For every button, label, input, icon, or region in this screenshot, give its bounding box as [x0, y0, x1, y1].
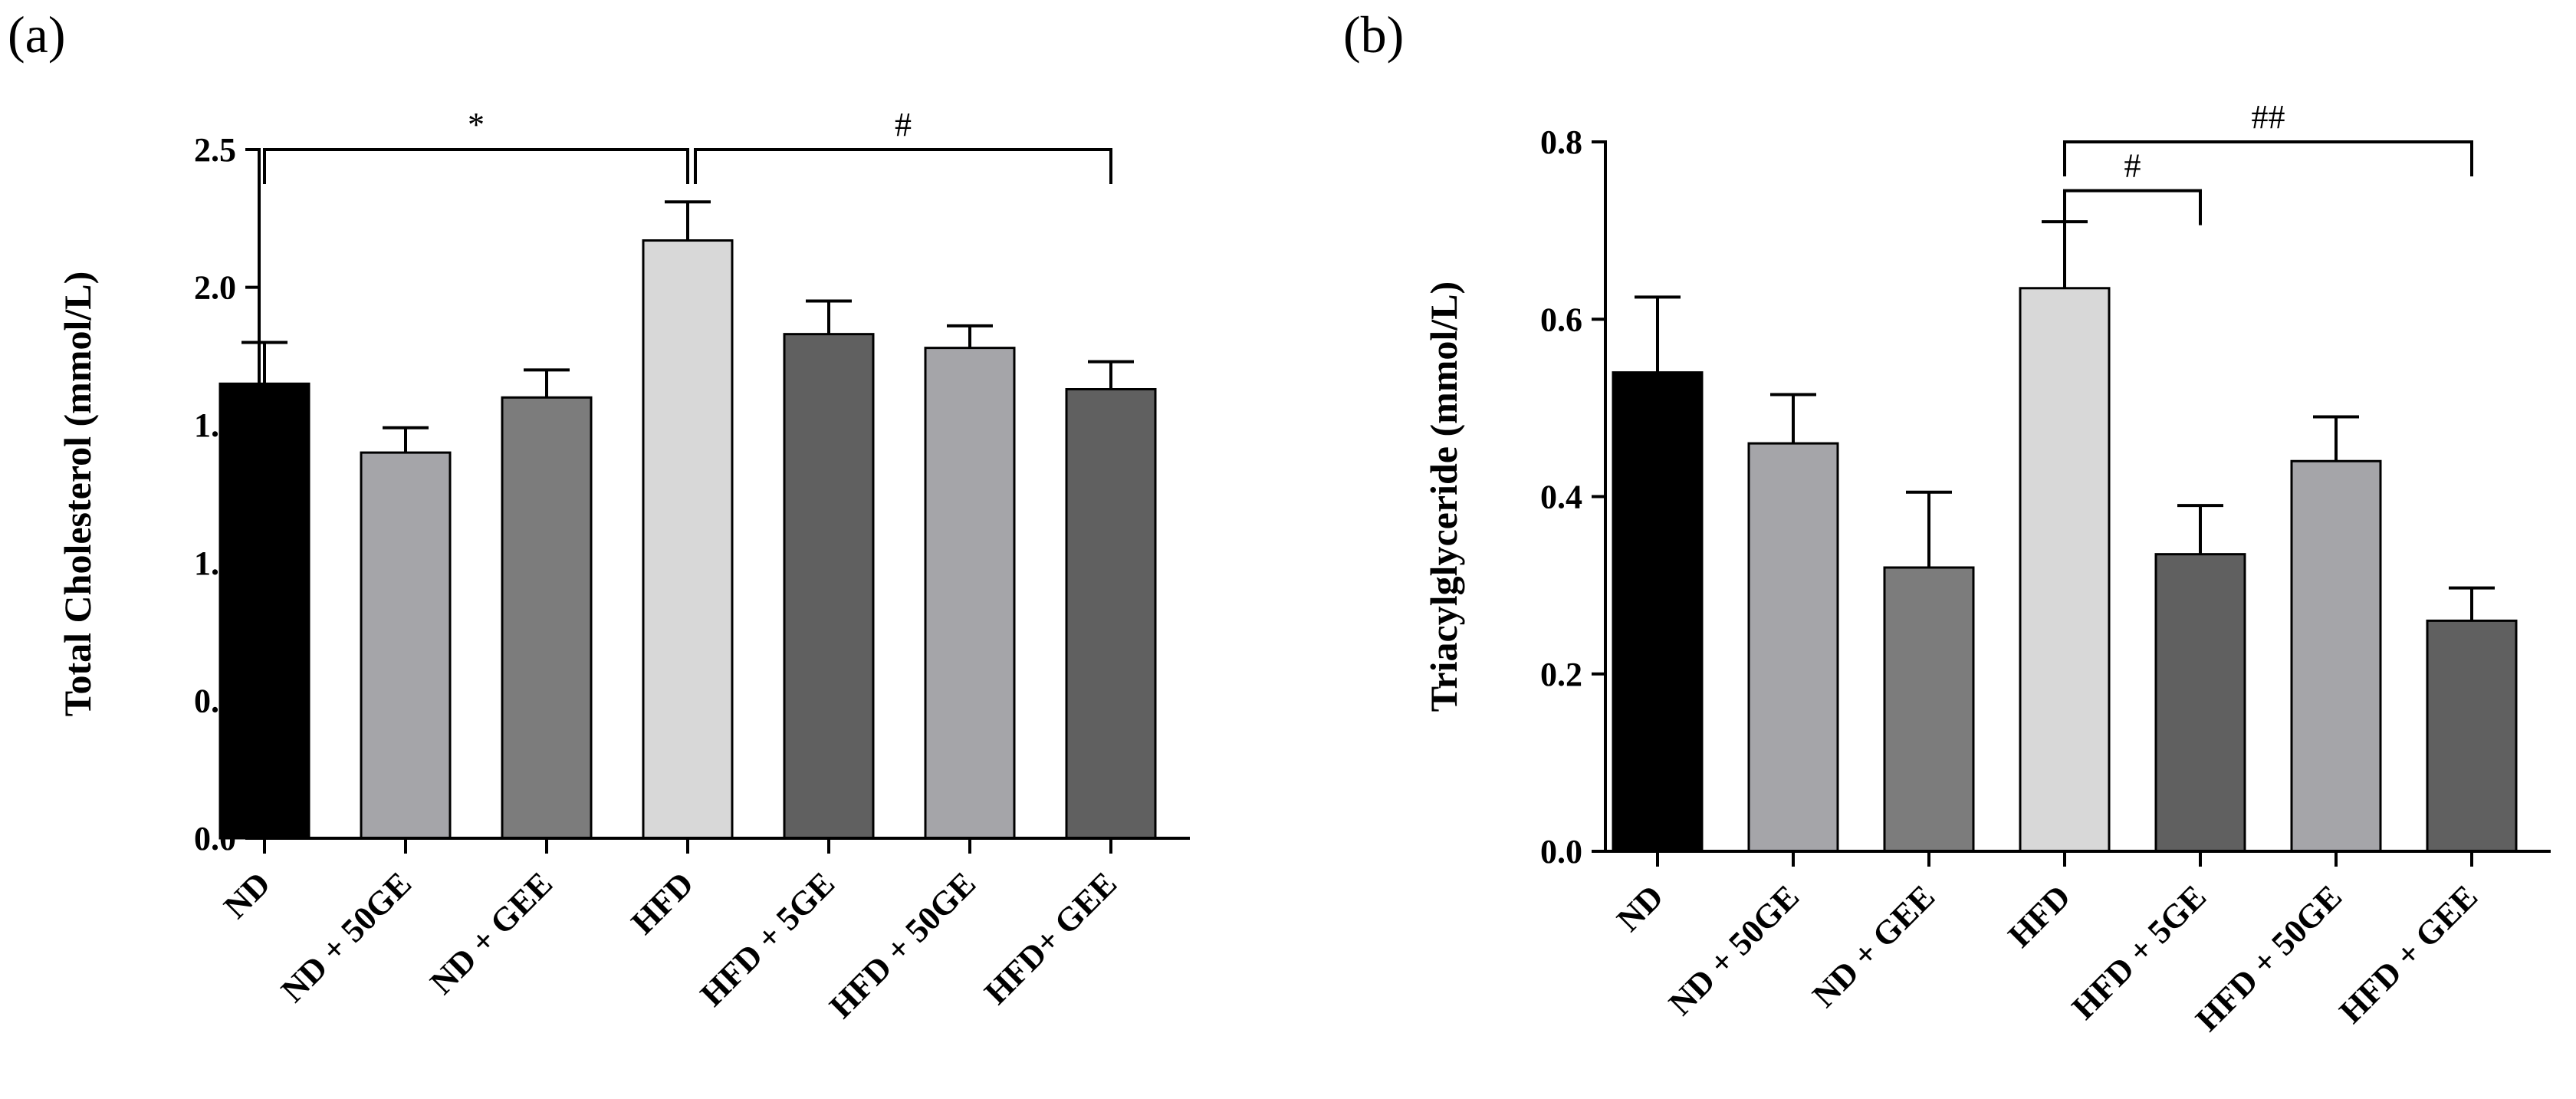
x-tick-label: ND + GEE	[422, 864, 560, 1002]
panel-label: (b)	[1343, 5, 1404, 64]
bar	[2154, 553, 2246, 853]
bar	[360, 451, 452, 840]
bar	[1883, 566, 1975, 853]
significance-bracket	[263, 148, 689, 184]
significance-label: #	[2124, 147, 2141, 185]
bar	[924, 347, 1016, 840]
bar	[1065, 388, 1157, 840]
y-tick-label: 2.5	[194, 131, 236, 169]
bar	[1612, 371, 1704, 853]
x-tick-label: HFD + 5GE	[693, 864, 842, 1013]
y-tick-label: 0.8	[1540, 123, 1582, 161]
chart-panel-a: (a)Total Cholesterol (mmol/L)0.00.51.01.…	[8, 5, 1190, 1025]
x-tick-label: HFD + GEE	[2332, 877, 2485, 1030]
x-tick-label: HFD+ GEE	[978, 864, 1125, 1012]
x-tick-label: ND	[1609, 877, 1671, 939]
y-tick-label: 0.0	[1540, 833, 1582, 870]
x-tick-label: ND	[216, 864, 278, 926]
significance-label: #	[895, 106, 912, 143]
bar	[2019, 287, 2111, 853]
bar	[501, 396, 593, 840]
bar	[783, 333, 875, 840]
y-tick-label: 2.0	[194, 269, 236, 307]
bar	[1747, 442, 1839, 853]
significance-bracket	[2063, 140, 2473, 176]
x-tick-label: HFD + 50GE	[822, 864, 983, 1025]
significance-label: ##	[2252, 98, 2285, 136]
x-tick-label: HFD + 5GE	[2065, 877, 2213, 1026]
x-tick-label: ND + 50GE	[274, 864, 419, 1009]
x-tick-label: HFD	[2001, 877, 2078, 954]
y-tick-label: 0.6	[1540, 301, 1582, 338]
bar	[2290, 459, 2382, 853]
x-tick-label: HFD + 50GE	[2188, 877, 2349, 1038]
y-axis-title: Total Cholesterol (mmol/L)	[56, 271, 99, 717]
chart-panel-b: (b) Triacylglyceride (mmol/L) 0.0 0.2 0.4 0.6…	[1343, 5, 2551, 1038]
y-tick-label: 0.4	[1540, 479, 1582, 516]
bar	[2426, 619, 2518, 853]
panel-label: (a)	[8, 5, 65, 64]
significance-label: *	[468, 106, 485, 143]
significance-bracket	[2063, 189, 2202, 225]
bar	[219, 382, 310, 840]
significance-bracket	[694, 148, 1112, 184]
y-tick-label: 0.2	[1540, 656, 1582, 693]
x-tick-label: ND + 50GE	[1661, 877, 1806, 1022]
y-axis-title: Triacylglyceride (mmol/L)	[1422, 281, 1465, 712]
bar	[642, 239, 734, 840]
x-tick-label: HFD	[624, 864, 701, 941]
x-tick-label: ND + GEE	[1805, 877, 1942, 1015]
